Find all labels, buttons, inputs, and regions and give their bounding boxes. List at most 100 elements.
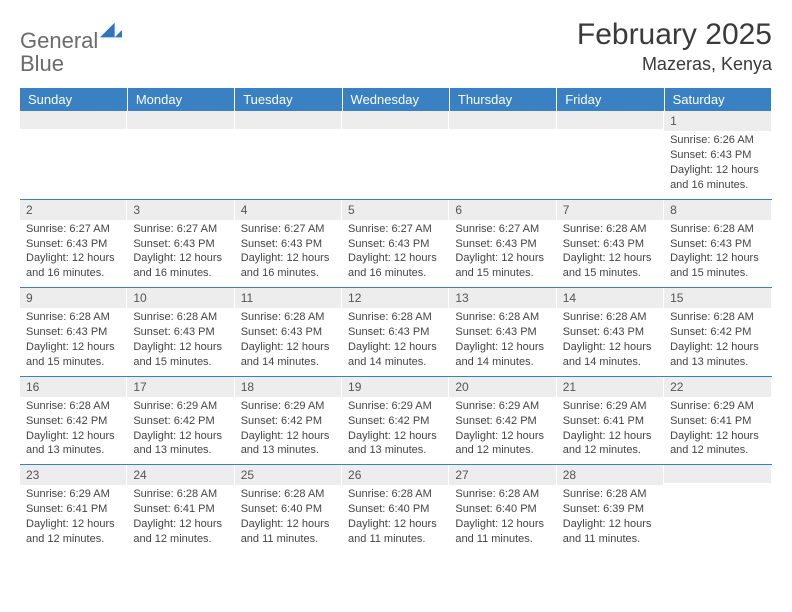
daylight-text: Daylight: 12 hours and 16 minutes. [26,251,121,281]
calendar-day-cell: 10Sunrise: 6:28 AMSunset: 6:43 PMDayligh… [127,288,234,377]
sunrise-text: Sunrise: 6:27 AM [26,222,121,237]
calendar-day-cell: 3Sunrise: 6:27 AMSunset: 6:43 PMDaylight… [127,199,234,288]
sunset-text: Sunset: 6:43 PM [348,237,443,252]
day-body: Sunrise: 6:28 AMSunset: 6:42 PMDaylight:… [664,308,771,375]
day-body [557,129,664,191]
daylight-text: Daylight: 12 hours and 13 minutes. [26,429,121,459]
calendar-day-cell: 14Sunrise: 6:28 AMSunset: 6:43 PMDayligh… [557,288,664,377]
calendar-day-cell: 7Sunrise: 6:28 AMSunset: 6:43 PMDaylight… [557,199,664,288]
day-body [127,129,234,191]
day-number: 19 [342,377,449,397]
weekday-header: Wednesday [342,88,449,111]
calendar-day-cell: 25Sunrise: 6:28 AMSunset: 6:40 PMDayligh… [235,465,342,553]
daylight-text: Daylight: 12 hours and 11 minutes. [348,517,443,547]
daylight-text: Daylight: 12 hours and 14 minutes. [563,340,658,370]
calendar-day-cell: 23Sunrise: 6:29 AMSunset: 6:41 PMDayligh… [20,465,127,553]
day-body: Sunrise: 6:27 AMSunset: 6:43 PMDaylight:… [449,220,556,287]
sunrise-text: Sunrise: 6:28 AM [241,310,336,325]
day-body: Sunrise: 6:29 AMSunset: 6:41 PMDaylight:… [20,485,127,552]
day-body: Sunrise: 6:28 AMSunset: 6:40 PMDaylight:… [235,485,342,552]
day-number [127,111,234,129]
day-body [664,483,771,545]
calendar-day-cell: 18Sunrise: 6:29 AMSunset: 6:42 PMDayligh… [235,376,342,465]
sunset-text: Sunset: 6:42 PM [670,325,765,340]
sunrise-text: Sunrise: 6:29 AM [133,399,228,414]
calendar-day-cell: 28Sunrise: 6:28 AMSunset: 6:39 PMDayligh… [557,465,664,553]
sunset-text: Sunset: 6:41 PM [133,502,228,517]
day-body [20,129,127,191]
day-body: Sunrise: 6:29 AMSunset: 6:41 PMDaylight:… [664,397,771,464]
sunrise-text: Sunrise: 6:29 AM [563,399,658,414]
month-title: February 2025 [577,18,772,52]
day-number [342,111,449,129]
calendar-day-cell: 9Sunrise: 6:28 AMSunset: 6:43 PMDaylight… [20,288,127,377]
day-body: Sunrise: 6:27 AMSunset: 6:43 PMDaylight:… [20,220,127,287]
sunrise-text: Sunrise: 6:28 AM [563,222,658,237]
day-number: 24 [127,465,234,485]
sunrise-text: Sunrise: 6:28 AM [133,310,228,325]
weekday-header: Tuesday [235,88,342,111]
day-number: 26 [342,465,449,485]
sunset-text: Sunset: 6:43 PM [348,325,443,340]
day-number: 15 [664,288,771,308]
day-body: Sunrise: 6:29 AMSunset: 6:41 PMDaylight:… [557,397,664,464]
brand-text-b: Blue [20,51,64,76]
sunset-text: Sunset: 6:42 PM [241,414,336,429]
sunset-text: Sunset: 6:43 PM [26,325,121,340]
sunset-text: Sunset: 6:40 PM [348,502,443,517]
daylight-text: Daylight: 12 hours and 13 minutes. [348,429,443,459]
calendar-day-cell [449,111,556,199]
weekday-header: Saturday [664,88,771,111]
calendar-day-cell: 22Sunrise: 6:29 AMSunset: 6:41 PMDayligh… [664,376,771,465]
day-number: 21 [557,377,664,397]
sunrise-text: Sunrise: 6:28 AM [133,487,228,502]
day-body: Sunrise: 6:27 AMSunset: 6:43 PMDaylight:… [235,220,342,287]
sunset-text: Sunset: 6:42 PM [133,414,228,429]
day-number: 20 [449,377,556,397]
day-number: 13 [449,288,556,308]
calendar-day-cell: 4Sunrise: 6:27 AMSunset: 6:43 PMDaylight… [235,199,342,288]
calendar-day-cell [20,111,127,199]
day-body: Sunrise: 6:28 AMSunset: 6:43 PMDaylight:… [20,308,127,375]
sunset-text: Sunset: 6:43 PM [133,237,228,252]
calendar-day-cell: 1Sunrise: 6:26 AMSunset: 6:43 PMDaylight… [664,111,771,199]
day-body: Sunrise: 6:28 AMSunset: 6:43 PMDaylight:… [664,220,771,287]
calendar-day-cell: 8Sunrise: 6:28 AMSunset: 6:43 PMDaylight… [664,199,771,288]
sunset-text: Sunset: 6:43 PM [455,325,550,340]
day-body: Sunrise: 6:28 AMSunset: 6:43 PMDaylight:… [557,308,664,375]
daylight-text: Daylight: 12 hours and 13 minutes. [241,429,336,459]
day-body: Sunrise: 6:29 AMSunset: 6:42 PMDaylight:… [235,397,342,464]
sunrise-text: Sunrise: 6:28 AM [348,310,443,325]
day-body: Sunrise: 6:28 AMSunset: 6:41 PMDaylight:… [127,485,234,552]
day-body: Sunrise: 6:28 AMSunset: 6:43 PMDaylight:… [342,308,449,375]
sunrise-text: Sunrise: 6:28 AM [26,310,121,325]
daylight-text: Daylight: 12 hours and 14 minutes. [241,340,336,370]
sunrise-text: Sunrise: 6:29 AM [26,487,121,502]
day-number [557,111,664,129]
sunrise-text: Sunrise: 6:27 AM [133,222,228,237]
calendar-day-cell: 13 Sunrise: 6:28 AMSunset: 6:43 PMDayligh… [449,288,556,377]
day-number: 14 [557,288,664,308]
calendar-header-row: SundayMondayTuesdayWednesdayThursdayFrid… [20,88,772,111]
sunset-text: Sunset: 6:39 PM [563,502,658,517]
day-body: Sunrise: 6:27 AMSunset: 6:43 PMDaylight:… [127,220,234,287]
day-body: Sunrise: 6:26 AMSunset: 6:43 PMDaylight:… [664,131,771,198]
day-number: 22 [664,377,771,397]
title-block: February 2025 Mazeras, Kenya [577,18,772,75]
sunset-text: Sunset: 6:40 PM [455,502,550,517]
day-number: 3 [127,200,234,220]
daylight-text: Daylight: 12 hours and 12 minutes. [563,429,658,459]
day-number [449,111,556,129]
calendar-day-cell: 2Sunrise: 6:27 AMSunset: 6:43 PMDaylight… [20,199,127,288]
sunset-text: Sunset: 6:42 PM [348,414,443,429]
sunrise-text: Sunrise: 6:28 AM [455,310,550,325]
calendar-day-cell: 26Sunrise: 6:28 AMSunset: 6:40 PMDayligh… [342,465,449,553]
sunset-text: Sunset: 6:43 PM [241,237,336,252]
calendar-day-cell [235,111,342,199]
daylight-text: Daylight: 12 hours and 14 minutes. [455,340,550,370]
sunset-text: Sunset: 6:43 PM [455,237,550,252]
daylight-text: Daylight: 12 hours and 12 minutes. [133,517,228,547]
calendar-week-row: 1Sunrise: 6:26 AMSunset: 6:43 PMDaylight… [20,111,772,199]
sunset-text: Sunset: 6:43 PM [563,325,658,340]
day-number: 27 [449,465,556,485]
